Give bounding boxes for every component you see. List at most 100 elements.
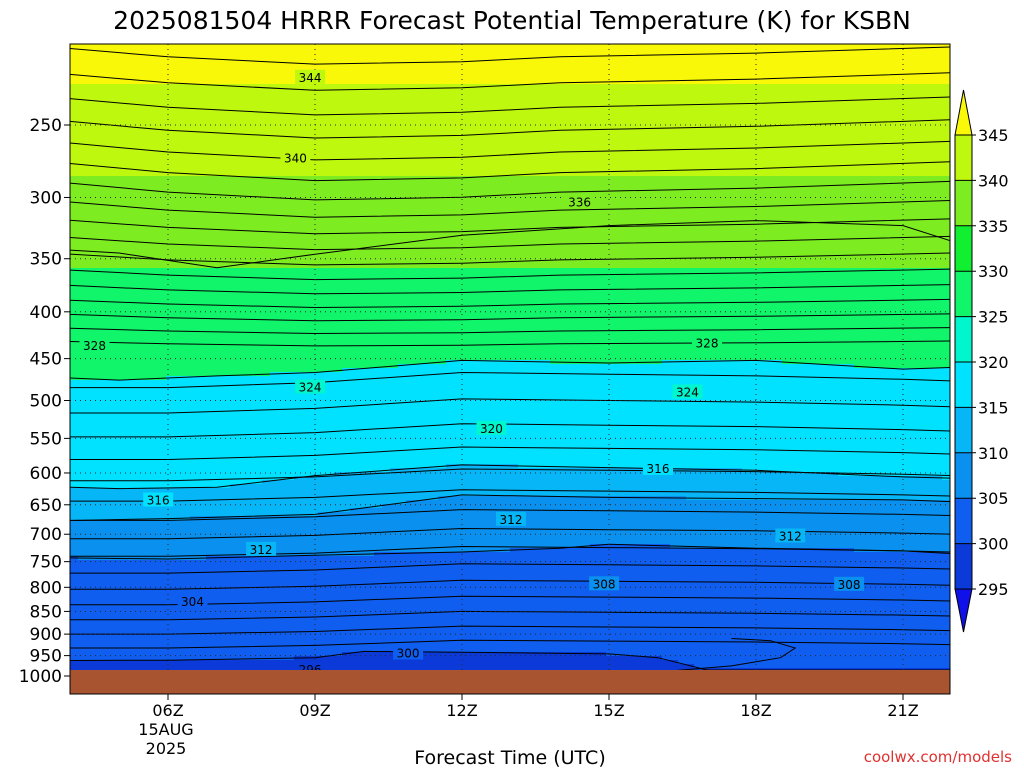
color-cell (486, 464, 495, 497)
color-cell (150, 44, 159, 85)
color-cell (910, 500, 919, 553)
color-cell (750, 176, 759, 269)
color-cell (478, 496, 487, 553)
color-cell (750, 472, 759, 501)
color-cell (734, 176, 743, 269)
color-cell (470, 268, 479, 361)
color-cell (414, 468, 423, 501)
color-cell (726, 668, 735, 670)
color-cell (758, 500, 767, 549)
contour-line (70, 489, 950, 502)
color-cell (78, 176, 87, 269)
color-cell (742, 84, 751, 177)
color-cell (854, 476, 863, 501)
color-cell (446, 176, 455, 269)
color-cell (606, 544, 615, 657)
color-cell (174, 660, 183, 670)
color-cell (558, 468, 567, 497)
color-cell (646, 468, 655, 497)
color-cell (830, 364, 839, 473)
color-cell (358, 268, 367, 369)
color-cell (742, 472, 751, 501)
color-cell (454, 44, 463, 85)
color-cell (462, 44, 471, 85)
contour-labels: 344 340 336 328 328 324 324 320 316 316 312 312 312 3… (79, 69, 865, 670)
color-cell (294, 476, 303, 517)
color-cell (638, 468, 647, 497)
color-cell (630, 364, 639, 469)
color-cell (598, 268, 607, 365)
color-cell (462, 268, 471, 361)
color-cell (294, 556, 303, 657)
contour-label-bg (672, 384, 703, 399)
color-cell (670, 660, 679, 670)
color-cell (566, 176, 575, 269)
color-cell (286, 84, 295, 177)
color-cell (782, 364, 791, 473)
color-cell (446, 652, 455, 670)
color-cell (398, 552, 407, 653)
color-cell (598, 496, 607, 545)
color-cell (246, 660, 255, 670)
color-cell (662, 176, 671, 269)
color-cell (614, 496, 623, 545)
y-tick-label: 550 (30, 429, 62, 449)
color-cell (438, 364, 447, 469)
color-cell (926, 44, 935, 85)
color-cell (534, 84, 543, 177)
color-cell (822, 268, 831, 365)
color-cell (622, 496, 631, 545)
color-cell (870, 668, 879, 670)
color-cell (710, 84, 719, 177)
color-cell (502, 360, 511, 465)
color-cell (814, 668, 823, 670)
color-cell (574, 44, 583, 85)
color-cell (414, 268, 423, 365)
color-cell (246, 176, 255, 269)
color-cell (182, 488, 191, 521)
color-cell (190, 268, 199, 377)
color-cell (894, 476, 903, 501)
color-cell (662, 660, 671, 670)
y-tick-label: 600 (30, 464, 62, 484)
contour-line (70, 371, 950, 389)
contour-label-bg (280, 150, 311, 165)
color-cell (774, 44, 783, 85)
color-cell (86, 520, 95, 561)
color-cell (526, 652, 535, 670)
color-cell (438, 176, 447, 269)
color-cell (638, 268, 647, 365)
color-cell (566, 268, 575, 365)
color-cell (214, 516, 223, 557)
color-cell (382, 652, 391, 670)
contour-label-bg (564, 194, 595, 209)
color-cell (670, 360, 679, 469)
color-cell (166, 268, 175, 377)
color-cell (494, 360, 503, 465)
color-cell (670, 176, 679, 269)
color-cell (254, 84, 263, 177)
color-cell (862, 44, 871, 85)
color-cell (734, 268, 743, 361)
color-cell (846, 500, 855, 549)
color-cell (270, 556, 279, 661)
color-cell (806, 44, 815, 85)
color-cell (502, 84, 511, 177)
color-cell (614, 364, 623, 469)
color-cell (166, 44, 175, 85)
color-cell (590, 544, 599, 653)
color-cell (654, 496, 663, 545)
color-cell (422, 364, 431, 469)
color-cell (390, 504, 399, 553)
color-cell (614, 656, 623, 670)
color-cell (382, 176, 391, 269)
color-cell (214, 44, 223, 85)
color-cell (198, 84, 207, 177)
color-cell (190, 660, 199, 670)
color-cell (558, 268, 567, 365)
color-cell (430, 552, 439, 653)
color-cell (70, 268, 79, 381)
contour-line (70, 46, 950, 65)
color-cell (414, 44, 423, 85)
color-cell (662, 84, 671, 177)
